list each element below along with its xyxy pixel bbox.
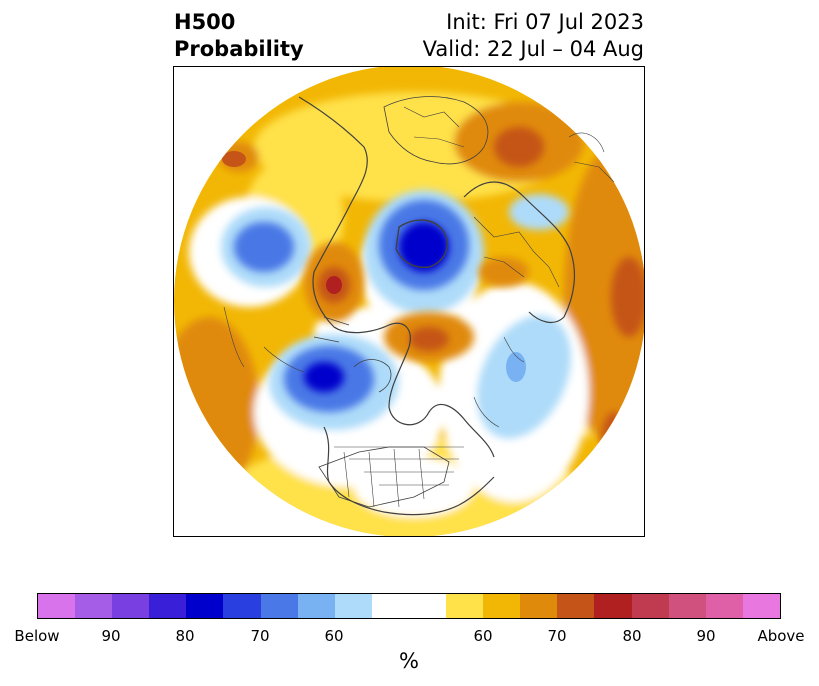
colorbar-segment	[446, 594, 484, 618]
colorbar-segment	[557, 594, 595, 618]
colorbar-segment	[186, 594, 224, 618]
colorbar-segment	[260, 594, 298, 618]
colorbar-tick-label: 90	[696, 627, 716, 645]
colorbar-tick-label: 70	[250, 627, 270, 645]
colorbar-tick-label: 70	[547, 627, 567, 645]
colorbar-segment	[334, 594, 372, 618]
colorbar-segment	[371, 594, 409, 618]
colorbar-tick-label: 80	[622, 627, 642, 645]
title-variable: H500	[174, 10, 236, 34]
colorbar-segment	[408, 594, 447, 618]
colorbar-segment	[705, 594, 743, 618]
colorbar	[37, 593, 781, 619]
probability-map	[174, 67, 644, 536]
chart-title-left: H500 Probability	[174, 9, 304, 63]
colorbar-segment	[742, 594, 780, 618]
colorbar-tick-label: 60	[473, 627, 493, 645]
colorbar-segment	[297, 594, 335, 618]
colorbar-segment	[520, 594, 558, 618]
colorbar-segment	[631, 594, 669, 618]
colorbar-segment	[594, 594, 632, 618]
title-product: Probability	[174, 37, 304, 61]
colorbar-segment	[38, 594, 76, 618]
map-panel	[173, 66, 645, 537]
title-valid-range: Valid: 22 Jul – 04 Aug	[422, 37, 644, 61]
colorbar-segment	[223, 594, 261, 618]
chart-title-right: Init: Fri 07 Jul 2023 Valid: 22 Jul – 04…	[423, 9, 644, 63]
colorbar-tick-label: Below	[14, 627, 60, 645]
colorbar-segment	[112, 594, 150, 618]
title-init-date: Init: Fri 07 Jul 2023	[446, 10, 644, 34]
coastlines	[223, 96, 615, 516]
colorbar-segment	[668, 594, 706, 618]
colorbar-tick-label: Above	[757, 627, 805, 645]
colorbar-unit-label: %	[399, 649, 419, 673]
colorbar-tick-label: 60	[324, 627, 344, 645]
colorbar-segment	[75, 594, 113, 618]
colorbar-tick-label: 90	[101, 627, 121, 645]
colorbar-segment	[149, 594, 187, 618]
colorbar-tick-label: 80	[175, 627, 195, 645]
probability-field	[174, 67, 644, 536]
colorbar-segment	[483, 594, 521, 618]
